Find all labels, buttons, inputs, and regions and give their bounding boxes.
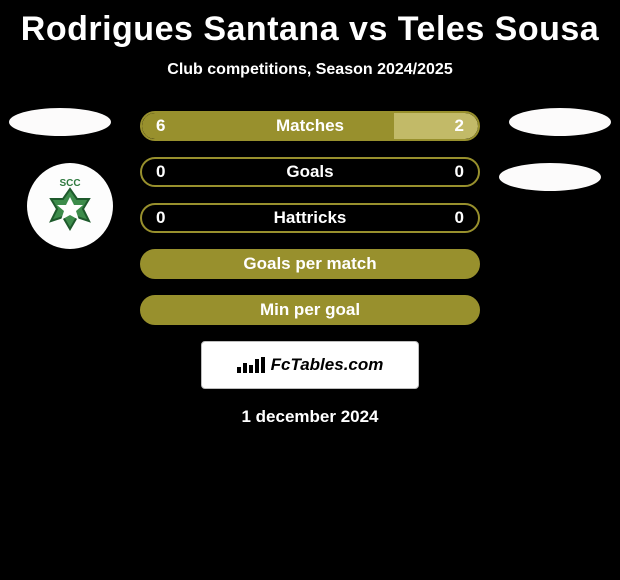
page-title: Rodrigues Santana vs Teles Sousa [0,0,620,49]
player-left-club-badge: SCC [27,163,113,249]
brand-badge: FcTables.com [201,341,419,389]
stats-area: SCC 6 2 Matches 0 0 Goals 0 0 Hattricks Goals per… [0,111,620,325]
stat-label: Hattricks [274,208,347,228]
stat-value-left: 0 [156,162,165,182]
stat-value-left: 6 [156,116,165,136]
club-badge-icon: SCC [39,175,101,237]
player-right-avatar-placeholder [509,108,611,136]
stat-label: Goals [286,162,333,182]
stat-value-right: 2 [455,116,464,136]
stat-row-min-per-goal: Min per goal [140,295,480,325]
stat-bar-right [394,113,478,139]
stat-value-right: 0 [455,162,464,182]
player-right-club-placeholder [499,163,601,191]
brand-text: FcTables.com [271,355,384,375]
stat-label: Min per goal [260,300,360,320]
stat-row-goals-per-match: Goals per match [140,249,480,279]
stat-bar-left [142,113,394,139]
stat-row-goals: 0 0 Goals [140,157,480,187]
stat-row-hattricks: 0 0 Hattricks [140,203,480,233]
subtitle: Club competitions, Season 2024/2025 [0,61,620,79]
footer-date: 1 december 2024 [0,407,620,427]
bar-chart-icon [237,357,265,373]
stat-label: Goals per match [243,254,376,274]
stat-value-left: 0 [156,208,165,228]
stat-row-matches: 6 2 Matches [140,111,480,141]
player-left-avatar-placeholder [9,108,111,136]
stat-label: Matches [276,116,344,136]
comparison-infographic: Rodrigues Santana vs Teles Sousa Club co… [0,0,620,580]
stat-value-right: 0 [455,208,464,228]
